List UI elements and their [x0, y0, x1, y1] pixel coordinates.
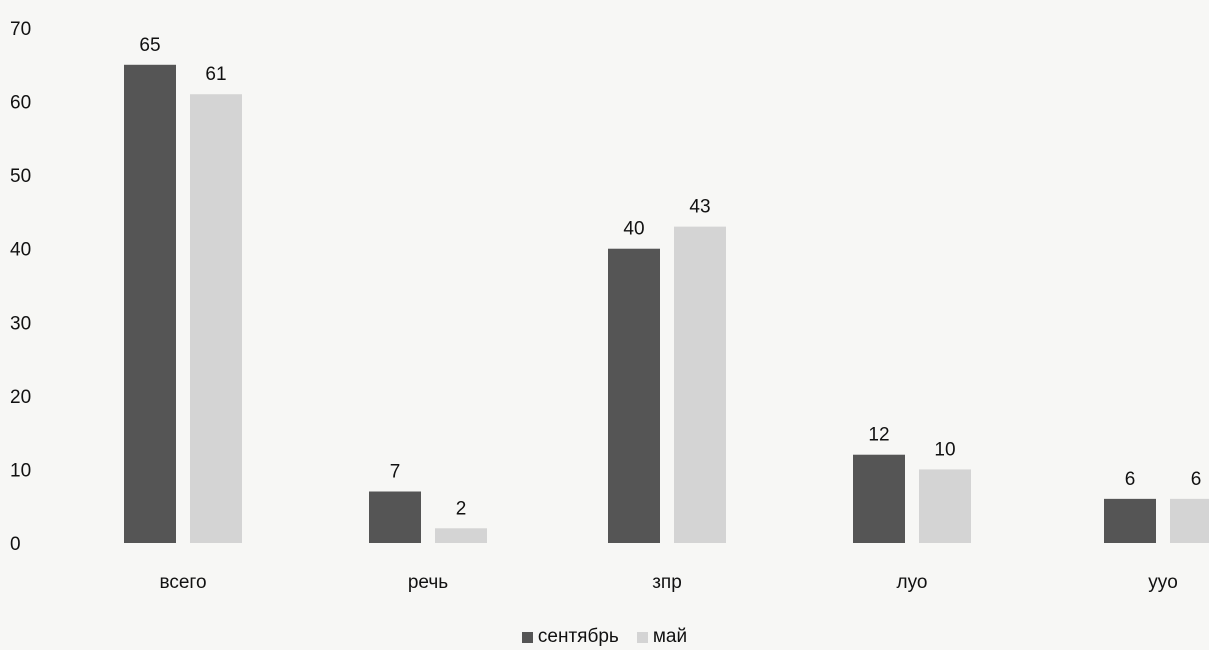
bar [124, 64, 176, 544]
data-label: 40 [623, 219, 644, 240]
bar [1104, 498, 1156, 543]
y-tick-label: 20 [10, 387, 31, 408]
legend-label-september: сентябрь [537, 626, 619, 647]
y-tick-label: 30 [10, 313, 31, 334]
bar [674, 226, 726, 543]
data-label: 6 [1191, 469, 1202, 490]
bar [190, 94, 242, 543]
data-label: 43 [689, 197, 710, 218]
bar [608, 248, 660, 543]
bar [919, 469, 971, 543]
data-label: 6 [1125, 469, 1136, 490]
legend-swatch-may [636, 631, 648, 643]
y-tick-label: 0 [10, 534, 21, 555]
category-label: речь [408, 572, 448, 593]
y-tick-label: 40 [10, 240, 31, 261]
y-tick-label: 70 [10, 19, 31, 40]
data-label: 10 [934, 439, 955, 460]
legend-swatch-september [521, 631, 533, 643]
legend-item-may: май [636, 626, 688, 648]
data-label: 65 [139, 35, 160, 56]
data-label: 61 [205, 64, 226, 85]
category-label: зпр [652, 572, 682, 593]
bar [369, 491, 421, 543]
y-tick-label: 50 [10, 166, 31, 187]
category-label: луо [897, 572, 928, 593]
bar [1170, 498, 1209, 543]
y-tick-label: 10 [10, 460, 31, 481]
data-label: 7 [390, 462, 401, 483]
category-label: всего [159, 572, 206, 593]
data-label: 2 [456, 498, 467, 519]
bar [853, 454, 905, 543]
legend-label-may: май [652, 626, 688, 647]
data-label: 12 [868, 425, 889, 446]
bar [435, 528, 487, 543]
legend: сентябрь май [0, 626, 1209, 648]
legend-item-september: сентябрь [521, 626, 619, 648]
category-label: уyo [1148, 572, 1178, 593]
y-tick-label: 60 [10, 93, 31, 114]
